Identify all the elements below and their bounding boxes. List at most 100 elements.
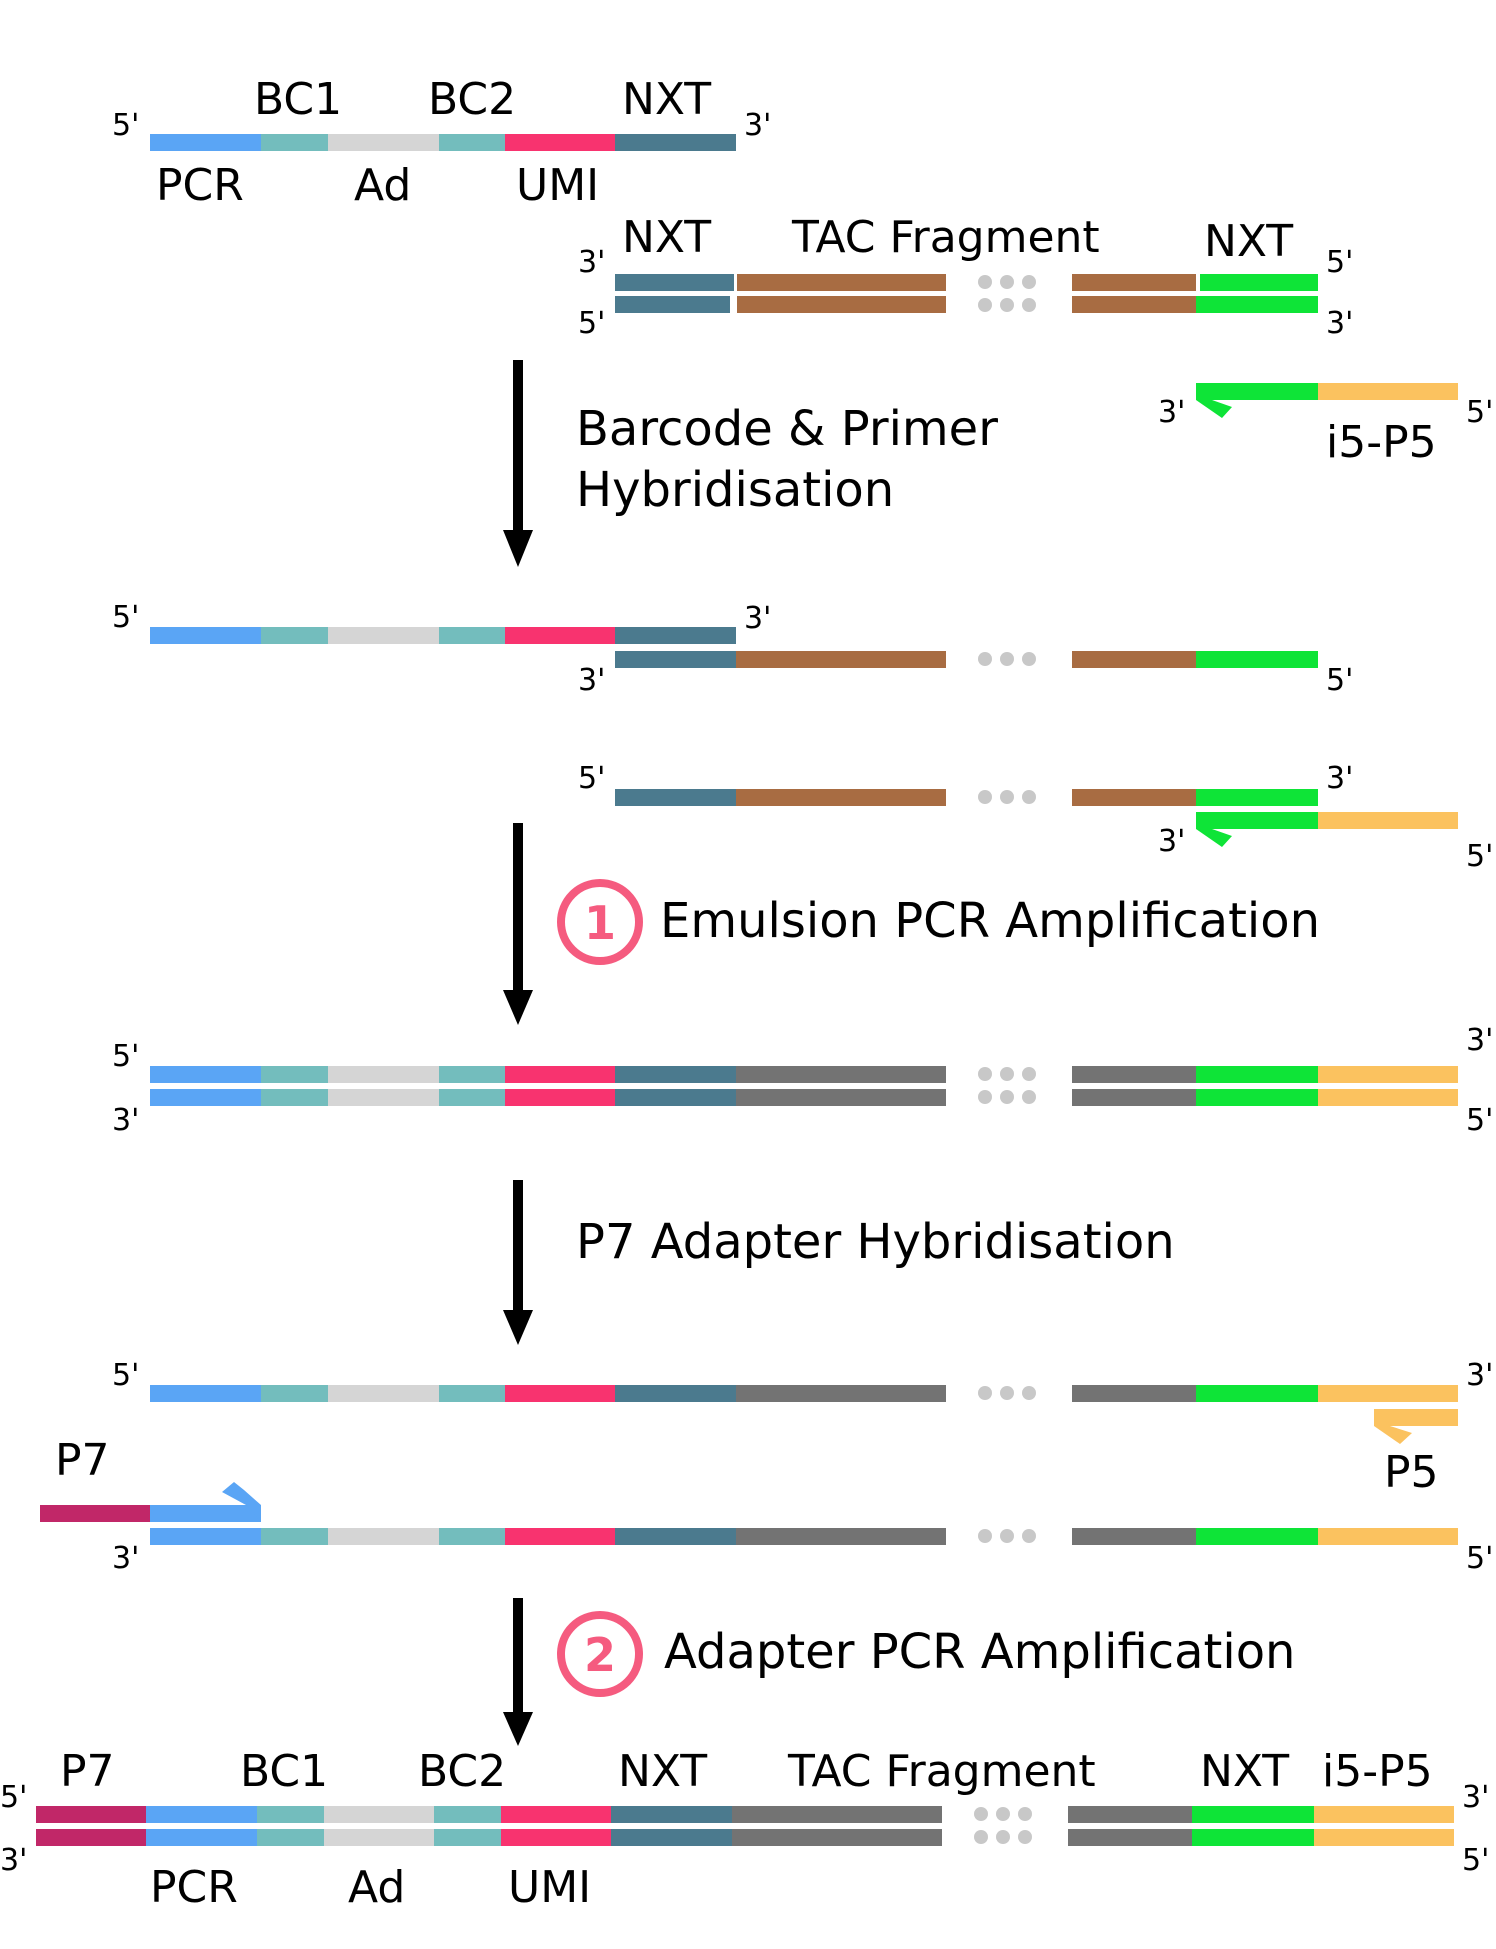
segment-p5: [1314, 1806, 1454, 1823]
segment-nxt: [615, 134, 736, 151]
end-5prime: 5': [1326, 245, 1353, 280]
segment-bc1: [261, 134, 328, 151]
end-3prime: 3': [1466, 1023, 1493, 1058]
step-1-text-line2: Hybridisation: [576, 462, 894, 518]
label-tac-fragment: TAC Fragment: [791, 212, 1100, 263]
dot: [1022, 1090, 1036, 1104]
label-i5-p5: i5-P5: [1326, 417, 1437, 468]
arrow-shaft: [513, 360, 523, 532]
final-label-p7: P7: [60, 1746, 115, 1797]
final-label-i5-p5: i5-P5: [1322, 1746, 1433, 1797]
dot: [1000, 1090, 1014, 1104]
segment-p5: [1318, 812, 1458, 829]
step-arrow-2: [503, 823, 533, 1025]
segment-nxt-green: [1192, 1829, 1314, 1846]
label-nxt-fragment-left: NXT: [622, 212, 711, 263]
segment-umi: [505, 627, 615, 644]
end-3prime: 3': [578, 245, 605, 280]
segment-bc1: [261, 1066, 328, 1083]
tac-fragment-bottom-strand: [615, 296, 1318, 313]
dot: [978, 652, 992, 666]
step-circle: [557, 1611, 643, 1697]
segment-gray: [732, 1829, 942, 1846]
label-p5: P5: [1384, 1447, 1439, 1498]
dot: [1022, 298, 1036, 312]
segment-gray: [736, 1528, 946, 1545]
segment-p5: [1318, 1385, 1458, 1402]
segment-pcr: [150, 1528, 261, 1545]
dot: [1018, 1830, 1032, 1844]
end-5prime: 5': [112, 600, 139, 635]
hybrid-barcode-strand: [150, 627, 736, 644]
segment-bc1: [261, 1385, 328, 1402]
end-3prime: 3': [1158, 395, 1185, 430]
arrow-head: [503, 990, 533, 1025]
dot: [1022, 652, 1036, 666]
step-arrow-4: [503, 1598, 533, 1746]
dot: [1000, 1067, 1014, 1081]
label-bc2: BC2: [428, 74, 516, 125]
end-5prime: 5': [578, 761, 605, 796]
arrow-shaft: [513, 1598, 523, 1716]
end-3prime: 3': [1466, 1358, 1493, 1393]
end-5prime: 5': [1462, 1843, 1489, 1878]
segment-nxt: [611, 1829, 732, 1846]
final-label-umi: UMI: [508, 1862, 591, 1913]
end-5prime: 5': [578, 306, 605, 341]
segment-bc1: [257, 1829, 324, 1846]
dot: [1000, 1386, 1014, 1400]
segment-p5: [1318, 383, 1458, 400]
segment-bc2: [434, 1829, 501, 1846]
segment-p7: [40, 1505, 150, 1522]
dot: [1018, 1807, 1032, 1821]
dot: [978, 1529, 992, 1543]
segment-gray: [736, 1089, 946, 1106]
dot: [996, 1807, 1010, 1821]
step-arrow-3: [503, 1180, 533, 1345]
segment-nxt-green: [1196, 812, 1318, 829]
segment-tac: [736, 651, 946, 668]
amplicon-top-strand: [150, 1066, 1458, 1083]
segment-umi: [505, 1089, 615, 1106]
end-5prime: 5': [1466, 1103, 1493, 1138]
segment-nxt: [615, 274, 734, 291]
segment-gray: [1072, 1066, 1196, 1083]
step-number-badge-1: 1: [557, 879, 643, 965]
primer-hook: [1196, 812, 1232, 847]
ellipsis-dots: [978, 1067, 1036, 1104]
segment-nxt: [615, 296, 730, 313]
i5-p5-primer-hybridised: [1196, 812, 1458, 847]
segment-nxt-green: [1196, 296, 1318, 313]
segment-bc2: [434, 1806, 501, 1823]
dot: [974, 1830, 988, 1844]
dot: [978, 275, 992, 289]
dot: [1000, 298, 1014, 312]
final-label-pcr: PCR: [150, 1862, 238, 1913]
segment-p7: [36, 1829, 146, 1846]
segment-nxt: [615, 1385, 736, 1402]
segment-bc2: [439, 134, 505, 151]
arrow-head: [503, 530, 533, 567]
arrow-shaft: [513, 823, 523, 995]
segment-nxt-green: [1200, 274, 1318, 291]
segment-bc1: [261, 1528, 328, 1545]
segment-nxt: [615, 1066, 736, 1083]
end-3prime: 3': [112, 1103, 139, 1138]
end-3prime: 3': [1326, 306, 1353, 341]
fragment-with-primer-strand: [615, 789, 1318, 806]
segment-bc2: [439, 1089, 505, 1106]
segment-nxt-green: [1196, 1089, 1318, 1106]
segment-gray: [736, 1385, 946, 1402]
segment-pcr: [150, 134, 261, 151]
dot: [1022, 1067, 1036, 1081]
segment-gray: [736, 1066, 946, 1083]
final-label-bc1: BC1: [240, 1746, 328, 1797]
tac-fragment-top-strand: [615, 274, 1318, 291]
segment-p5: [1318, 1066, 1458, 1083]
primer-hook: [1196, 383, 1232, 418]
segment-ad: [328, 1066, 439, 1083]
segment-umi: [501, 1829, 611, 1846]
end-3prime: 3': [578, 663, 605, 698]
dot: [978, 1090, 992, 1104]
segment-nxt-green: [1196, 789, 1318, 806]
